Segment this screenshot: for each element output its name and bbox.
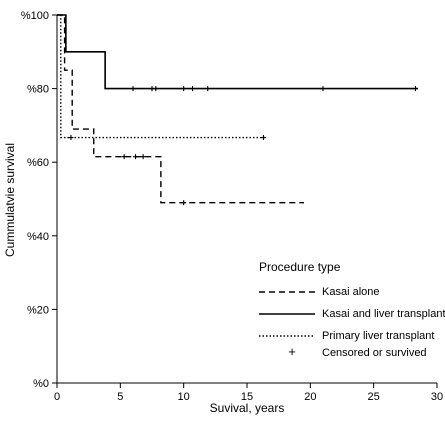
y-tick-label: %40 <box>27 231 49 243</box>
x-axis-title: Suvival, years <box>210 401 285 415</box>
censor-mark-kasai-and-liver-transplant <box>153 86 159 92</box>
censor-mark-kasai-and-liver-transplant <box>320 86 326 92</box>
series-line-primary-liver-transplant <box>57 14 266 139</box>
censor-mark-kasai-and-liver-transplant <box>181 86 187 92</box>
censor-mark-kasai-alone <box>181 200 187 206</box>
x-tick-label: 30 <box>431 391 443 403</box>
y-tick-label: %80 <box>27 84 49 96</box>
censor-mark-primary-liver-transplant <box>260 135 266 141</box>
x-ticks: 0 5 10 15 20 25 30 <box>54 383 443 403</box>
legend-label-kasai-alone: Kasai alone <box>322 286 380 298</box>
legend-label-kasai-and-liver-transplant: Kasai and liver transplant <box>322 308 445 320</box>
legend-title: Procedure type <box>259 260 341 274</box>
y-tick-label: %0 <box>33 378 49 390</box>
legend-censor-label: Censored or survived <box>322 347 427 359</box>
x-tick-label: 5 <box>117 391 123 403</box>
censor-mark-primary-liver-transplant <box>68 135 74 141</box>
series-layer <box>57 14 418 206</box>
y-ticks: %0 %20 %40 %60 %80 %100 <box>21 10 57 390</box>
x-tick-label: 25 <box>368 391 380 403</box>
legend: Procedure type Kasai alone Kasai and liv… <box>259 260 445 359</box>
y-tick-label: %20 <box>27 304 49 316</box>
axes <box>56 14 437 384</box>
x-tick-label: 10 <box>178 391 190 403</box>
censor-mark-kasai-alone <box>121 154 127 160</box>
legend-censor-symbol: + <box>288 344 296 359</box>
censor-mark-kasai-and-liver-transplant <box>190 86 196 92</box>
x-tick-label: 20 <box>304 391 316 403</box>
censor-mark-kasai-and-liver-transplant <box>205 86 211 92</box>
censor-mark-kasai-and-liver-transplant <box>130 86 136 92</box>
legend-label-primary-liver-transplant: Primary liver transplant <box>322 330 434 342</box>
x-tick-label: 15 <box>241 391 253 403</box>
y-tick-label: %100 <box>21 10 49 22</box>
series-line-kasai-and-liver-transplant <box>57 14 418 90</box>
censor-mark-kasai-and-liver-transplant <box>412 86 418 92</box>
series-line-kasai-alone <box>57 14 304 204</box>
censor-mark-kasai-alone <box>133 154 139 160</box>
y-tick-label: %60 <box>27 157 49 169</box>
y-axis-title: Cummulatvie survival <box>3 143 17 257</box>
x-tick-label: 0 <box>54 391 60 403</box>
censor-mark-kasai-alone <box>140 154 146 160</box>
